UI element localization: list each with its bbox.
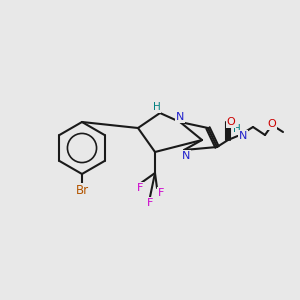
Text: H: H [153, 102, 161, 112]
Text: O: O [226, 117, 236, 127]
Text: N: N [239, 131, 247, 141]
Text: H: H [233, 124, 241, 134]
Text: F: F [158, 188, 164, 198]
Text: N: N [182, 151, 190, 161]
Text: F: F [137, 183, 143, 193]
Text: N: N [176, 112, 184, 122]
Text: F: F [147, 198, 153, 208]
Text: Br: Br [75, 184, 88, 196]
Text: O: O [268, 119, 276, 129]
